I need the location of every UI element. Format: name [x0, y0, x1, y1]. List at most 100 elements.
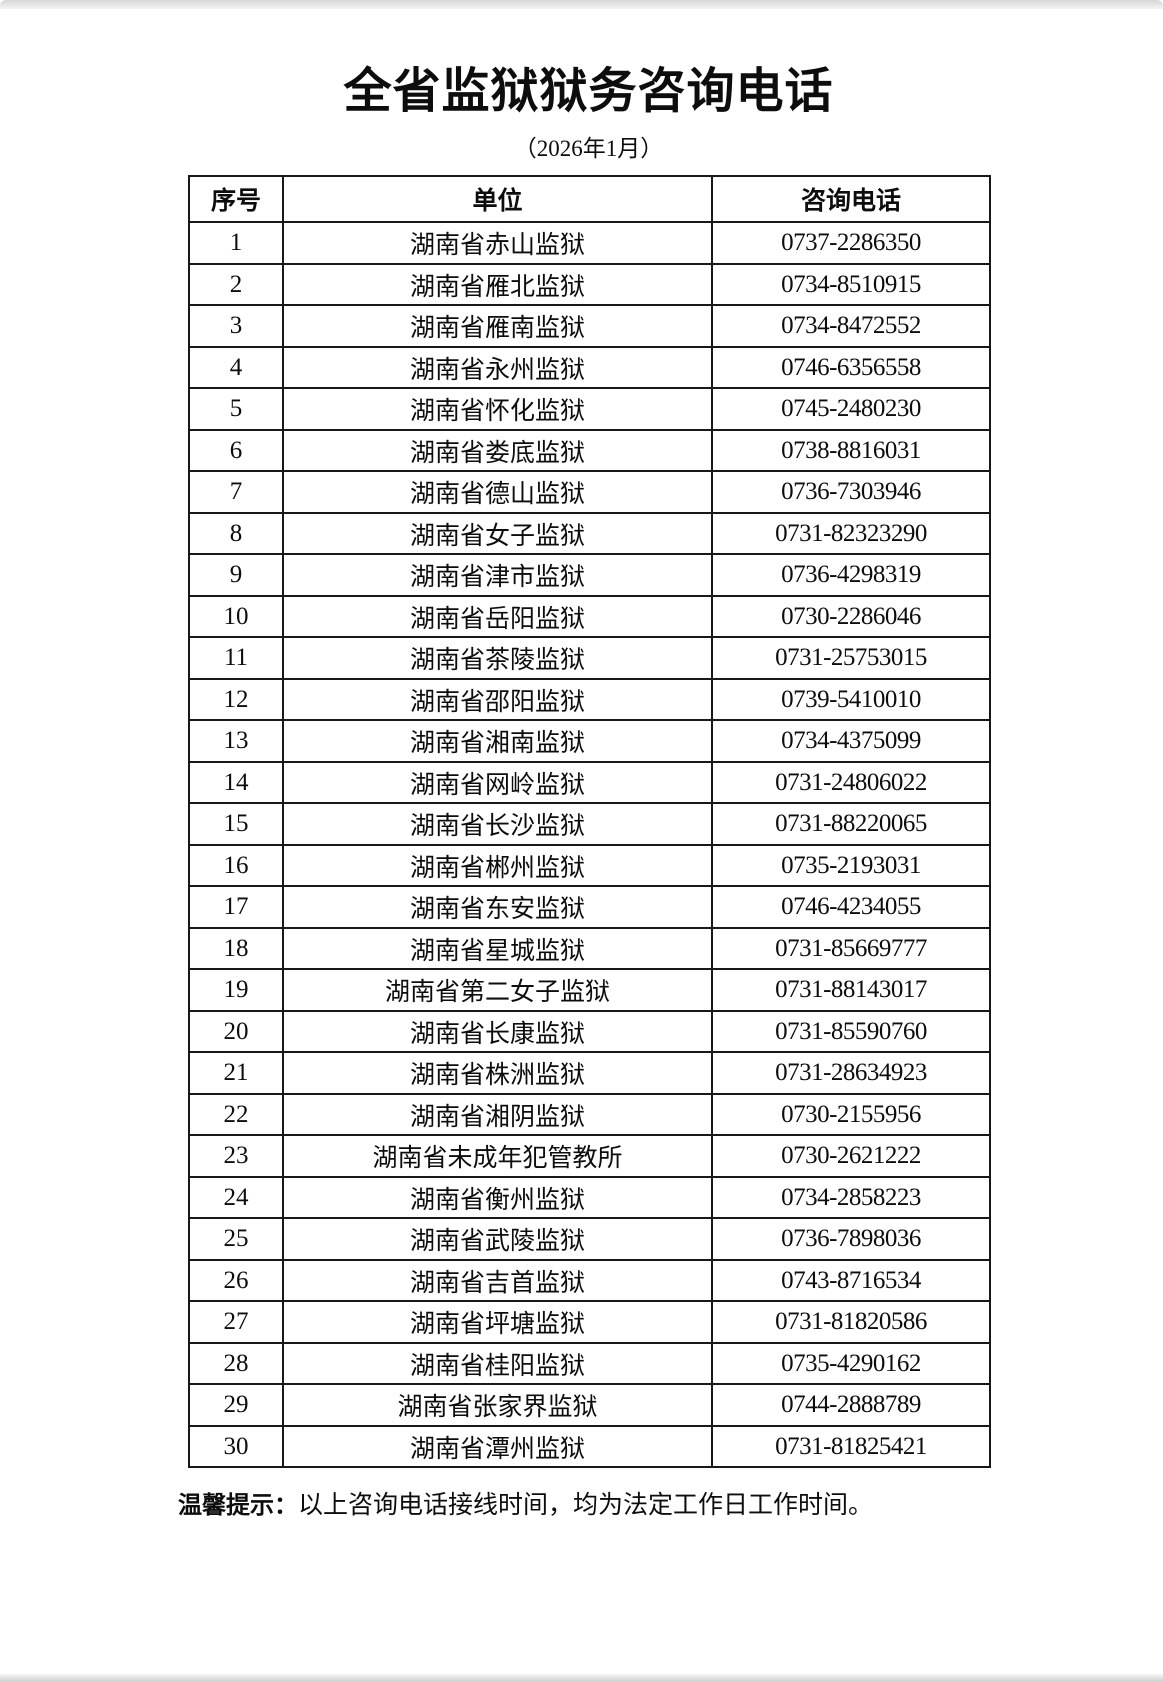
table-row: 17 湖南省东安监狱 0746-4234055 — [188, 885, 991, 929]
cell-unit: 湖南省张家界监狱 — [282, 1383, 713, 1427]
table-row: 6 湖南省娄底监狱 0738-8816031 — [188, 428, 991, 473]
cell-seq: 15 — [188, 802, 284, 846]
document-content: 全省监狱狱务咨询电话 （2026年1月） 序号 单位 咨询电话 1 湖南省赤山监… — [178, 0, 991, 1523]
cell-seq: 25 — [188, 1217, 284, 1261]
cell-seq: 17 — [188, 885, 284, 929]
cell-unit: 湖南省湘南监狱 — [282, 719, 713, 763]
cell-phone: 0731-85590760 — [711, 1009, 991, 1054]
column-header-phone: 咨询电话 — [711, 175, 991, 224]
table-row: 12 湖南省邵阳监狱 0739-5410010 — [188, 677, 991, 722]
cell-phone: 0735-2193031 — [711, 843, 991, 888]
table-row: 5 湖南省怀化监狱 0745-2480230 — [188, 387, 991, 431]
cell-seq: 8 — [188, 511, 284, 556]
cell-phone: 0737-2286350 — [711, 221, 991, 265]
phone-directory-table: 序号 单位 咨询电话 1 湖南省赤山监狱 0737-2286350 2 湖南省雁… — [188, 175, 991, 1469]
cell-seq: 21 — [188, 1051, 284, 1095]
cell-phone: 0731-82323290 — [711, 511, 991, 556]
table-row: 28 湖南省桂阳监狱 0735-4290162 — [188, 1341, 991, 1386]
table-row: 3 湖南省雁南监狱 0734-8472552 — [188, 304, 991, 348]
cell-unit: 湖南省赤山监狱 — [282, 221, 713, 265]
cell-seq: 24 — [188, 1175, 284, 1220]
table-row: 23 湖南省未成年犯管教所 0730-2621222 — [188, 1134, 991, 1178]
footer-note-label: 温馨提示： — [178, 1492, 298, 1520]
cell-seq: 20 — [188, 1009, 284, 1054]
cell-phone: 0730-2155956 — [711, 1092, 991, 1137]
cell-seq: 9 — [188, 553, 284, 597]
cell-unit: 湖南省女子监狱 — [282, 511, 713, 556]
table-body: 1 湖南省赤山监狱 0737-2286350 2 湖南省雁北监狱 0734-85… — [188, 221, 991, 1469]
page-bottom-edge-shadow — [0, 1674, 1163, 1682]
cell-unit: 湖南省郴州监狱 — [282, 843, 713, 888]
table-row: 15 湖南省长沙监狱 0731-88220065 — [188, 802, 991, 846]
cell-unit: 湖南省德山监狱 — [282, 470, 713, 514]
cell-seq: 10 — [188, 594, 284, 639]
cell-phone: 0739-5410010 — [711, 677, 991, 722]
cell-phone: 0730-2621222 — [711, 1134, 991, 1178]
cell-seq: 19 — [188, 968, 284, 1012]
cell-phone: 0734-8510915 — [711, 262, 991, 307]
page-title: 全省监狱狱务咨询电话 — [343, 65, 834, 118]
footer-note: 温馨提示：以上咨询电话接线时间，均为法定工作日工作时间。 — [178, 1490, 989, 1523]
cell-seq: 13 — [188, 719, 284, 763]
cell-seq: 29 — [188, 1383, 284, 1427]
table-row: 11 湖南省茶陵监狱 0731-25753015 — [188, 636, 991, 680]
cell-unit: 湖南省雁南监狱 — [282, 304, 713, 348]
table-row: 13 湖南省湘南监狱 0734-4375099 — [188, 719, 991, 763]
cell-phone: 0731-85669777 — [711, 926, 991, 971]
table-row: 20 湖南省长康监狱 0731-85590760 — [188, 1009, 991, 1054]
cell-seq: 5 — [188, 387, 284, 431]
cell-seq: 28 — [188, 1341, 284, 1386]
table-row: 27 湖南省坪塘监狱 0731-81820586 — [188, 1300, 991, 1344]
cell-phone: 0745-2480230 — [711, 387, 991, 431]
cell-unit: 湖南省未成年犯管教所 — [282, 1134, 713, 1178]
cell-seq: 12 — [188, 677, 284, 722]
cell-unit: 湖南省吉首监狱 — [282, 1258, 713, 1303]
cell-unit: 湖南省娄底监狱 — [282, 428, 713, 473]
cell-unit: 湖南省长沙监狱 — [282, 802, 713, 846]
cell-seq: 18 — [188, 926, 284, 971]
table-row: 2 湖南省雁北监狱 0734-8510915 — [188, 262, 991, 307]
cell-phone: 0734-8472552 — [711, 304, 991, 348]
table-row: 7 湖南省德山监狱 0736-7303946 — [188, 470, 991, 514]
cell-seq: 1 — [188, 221, 284, 265]
cell-phone: 0735-4290162 — [711, 1341, 991, 1386]
table-row: 1 湖南省赤山监狱 0737-2286350 — [188, 221, 991, 265]
cell-phone: 0731-28634923 — [711, 1051, 991, 1095]
table-row: 10 湖南省岳阳监狱 0730-2286046 — [188, 594, 991, 639]
cell-seq: 6 — [188, 428, 284, 473]
cell-phone: 0738-8816031 — [711, 428, 991, 473]
cell-unit: 湖南省长康监狱 — [282, 1009, 713, 1054]
cell-phone: 0731-25753015 — [711, 636, 991, 680]
table-row: 22 湖南省湘阴监狱 0730-2155956 — [188, 1092, 991, 1137]
cell-phone: 0734-2858223 — [711, 1175, 991, 1220]
footer-note-text: 以上咨询电话接线时间，均为法定工作日工作时间。 — [298, 1492, 874, 1520]
cell-seq: 4 — [188, 345, 284, 390]
table-row: 9 湖南省津市监狱 0736-4298319 — [188, 553, 991, 597]
table-row: 21 湖南省株洲监狱 0731-28634923 — [188, 1051, 991, 1095]
cell-phone: 0736-4298319 — [711, 553, 991, 597]
table-header-row: 序号 单位 咨询电话 — [188, 175, 991, 224]
cell-unit: 湖南省东安监狱 — [282, 885, 713, 929]
column-header-unit: 单位 — [282, 175, 713, 224]
cell-phone: 0731-81825421 — [711, 1424, 991, 1469]
table-row: 14 湖南省网岭监狱 0731-24806022 — [188, 760, 991, 805]
cell-seq: 11 — [188, 636, 284, 680]
cell-seq: 16 — [188, 843, 284, 888]
cell-phone: 0736-7898036 — [711, 1217, 991, 1261]
cell-unit: 湖南省永州监狱 — [282, 345, 713, 390]
page-subtitle: （2026年1月） — [513, 135, 664, 161]
cell-phone: 0744-2888789 — [711, 1383, 991, 1427]
cell-phone: 0746-4234055 — [711, 885, 991, 929]
cell-unit: 湖南省衡州监狱 — [282, 1175, 713, 1220]
table-row: 8 湖南省女子监狱 0731-82323290 — [188, 511, 991, 556]
cell-seq: 14 — [188, 760, 284, 805]
cell-phone: 0731-88220065 — [711, 802, 991, 846]
cell-unit: 湖南省雁北监狱 — [282, 262, 713, 307]
cell-seq: 30 — [188, 1424, 284, 1469]
table-row: 24 湖南省衡州监狱 0734-2858223 — [188, 1175, 991, 1220]
table-row: 18 湖南省星城监狱 0731-85669777 — [188, 926, 991, 971]
cell-unit: 湖南省潭州监狱 — [282, 1424, 713, 1469]
table-row: 26 湖南省吉首监狱 0743-8716534 — [188, 1258, 991, 1303]
cell-phone: 0734-4375099 — [711, 719, 991, 763]
